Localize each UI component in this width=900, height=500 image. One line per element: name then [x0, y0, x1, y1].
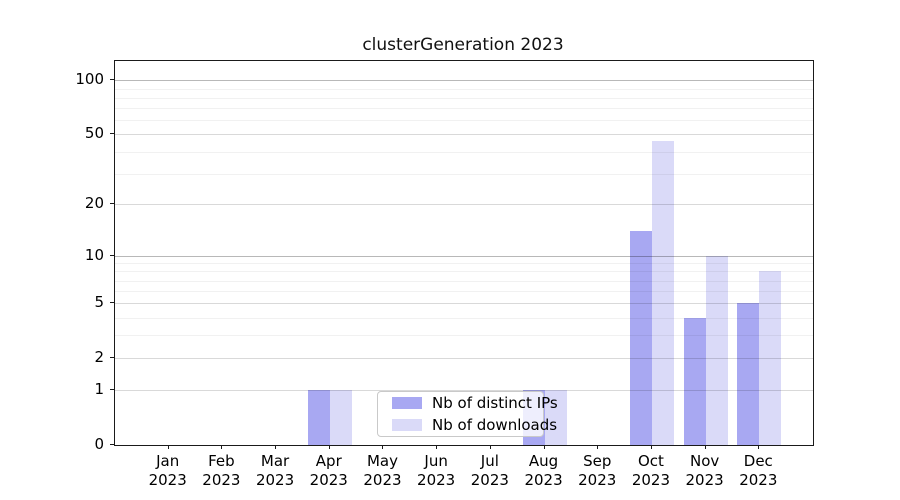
y-tick-label: 10 [84, 245, 104, 264]
x-tick-mark [275, 445, 277, 449]
bar-apr-downloads [329, 390, 352, 445]
x-tick-label: Jun 2023 [417, 452, 456, 489]
major-gridline [115, 80, 813, 82]
bar-nov-distinct-ips [683, 317, 706, 445]
minor-gridline [115, 120, 813, 122]
x-tick-label: Aug 2023 [524, 452, 563, 489]
y-tick-label: 50 [84, 124, 104, 143]
chart-title: clusterGeneration 2023 [362, 35, 564, 55]
y-tick-mark [110, 444, 114, 445]
legend-label: Nb of downloads [432, 416, 558, 434]
minor-gridline [115, 88, 813, 90]
minor-gridline [115, 263, 813, 265]
x-tick-label: Oct 2023 [631, 452, 671, 489]
bar-dec-distinct-ips [737, 303, 760, 445]
y-tick-label: 2 [94, 348, 104, 367]
legend-label: Nb of distinct IPs [432, 394, 558, 412]
major-gridline [115, 255, 813, 257]
plot-area [114, 60, 814, 446]
y-tick-label: 1 [94, 380, 104, 399]
y-tick-mark [110, 254, 114, 256]
x-tick-mark [328, 445, 330, 449]
minor-gridline [115, 173, 813, 175]
y-tick-mark [110, 389, 114, 391]
major-gridline [115, 358, 813, 360]
major-gridline [115, 390, 813, 392]
y-tick-label: 20 [84, 194, 104, 213]
x-tick-label: Apr 2023 [309, 452, 348, 489]
y-tick-mark [110, 302, 114, 304]
minor-gridline [115, 317, 813, 319]
x-tick-label: Sep 2023 [578, 452, 617, 489]
x-tick-label: Feb 2023 [202, 452, 241, 489]
y-tick-label: 5 [94, 293, 104, 312]
x-tick-mark [650, 445, 652, 449]
legend: Nb of distinct IPs Nb of downloads [377, 391, 558, 437]
x-tick-label: Jan 2023 [148, 452, 187, 489]
bar-oct-downloads [651, 140, 674, 445]
bar-dec-downloads [759, 271, 782, 445]
y-tick-label: 100 [75, 70, 104, 89]
x-tick-mark [221, 445, 223, 449]
x-tick-label: Mar 2023 [255, 452, 295, 489]
bar-apr-distinct-ips [307, 390, 330, 445]
bar-nov-downloads [705, 255, 728, 445]
major-gridline [115, 134, 813, 136]
minor-gridline [115, 335, 813, 337]
minor-gridline [115, 280, 813, 282]
legend-swatch-distinct-ips [392, 397, 422, 409]
bar-aug-downloads [544, 390, 567, 445]
x-tick-mark [543, 445, 545, 449]
x-tick-label: Jul 2023 [470, 452, 509, 489]
major-gridline [115, 303, 813, 305]
x-tick-label: Dec 2023 [739, 452, 778, 489]
x-tick-mark [758, 445, 760, 449]
x-tick-mark [597, 445, 599, 449]
x-tick-mark [382, 445, 384, 449]
y-tick-label: 0 [94, 435, 104, 453]
legend-item: Nb of downloads [378, 416, 557, 434]
bar-oct-distinct-ips [629, 231, 652, 445]
minor-gridline [115, 108, 813, 110]
x-tick-mark [167, 445, 169, 449]
minor-gridline [115, 291, 813, 293]
x-tick-mark [489, 445, 491, 449]
x-tick-label: May 2023 [363, 452, 402, 489]
y-tick-mark [110, 203, 114, 205]
y-tick-mark [110, 357, 114, 359]
minor-gridline [115, 97, 813, 99]
x-tick-label: Nov 2023 [685, 452, 724, 489]
major-gridline [115, 204, 813, 206]
y-tick-mark [110, 79, 114, 81]
legend-item: Nb of distinct IPs [378, 394, 558, 412]
minor-gridline [115, 271, 813, 273]
minor-gridline [115, 151, 813, 153]
y-tick-mark [110, 133, 114, 135]
legend-swatch-downloads [392, 419, 422, 431]
x-tick-mark [436, 445, 438, 449]
x-tick-mark [704, 445, 706, 449]
